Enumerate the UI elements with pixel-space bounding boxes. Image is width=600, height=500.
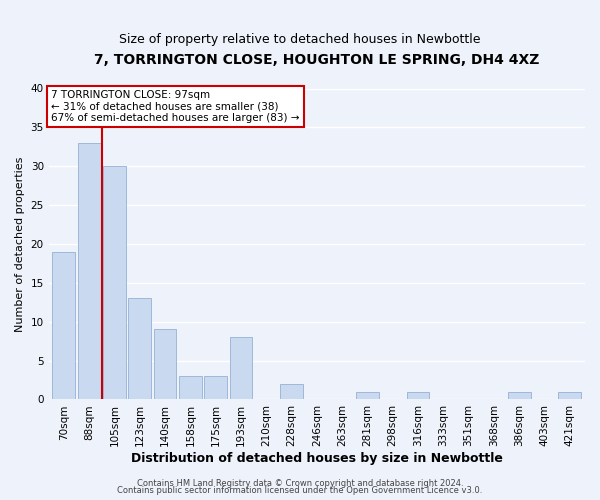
Bar [78,143,101,400]
Title: 7, TORRINGTON CLOSE, HOUGHTON LE SPRING, DH4 4XZ: 7, TORRINGTON CLOSE, HOUGHTON LE SPRING,… [94,52,539,66]
Bar [230,338,253,400]
Bar [356,392,379,400]
Bar [204,376,227,400]
Text: 7 TORRINGTON CLOSE: 97sqm
← 31% of detached houses are smaller (38)
67% of semi-: 7 TORRINGTON CLOSE: 97sqm ← 31% of detac… [52,90,300,124]
X-axis label: Distribution of detached houses by size in Newbottle: Distribution of detached houses by size … [131,452,503,465]
Bar [52,252,75,400]
Text: Contains HM Land Registry data © Crown copyright and database right 2024.: Contains HM Land Registry data © Crown c… [137,478,463,488]
Y-axis label: Number of detached properties: Number of detached properties [15,156,25,332]
Text: Contains public sector information licensed under the Open Government Licence v3: Contains public sector information licen… [118,486,482,495]
Bar [508,392,530,400]
Bar [280,384,303,400]
Bar [128,298,151,400]
Bar [407,392,430,400]
Text: Size of property relative to detached houses in Newbottle: Size of property relative to detached ho… [119,32,481,46]
Bar [179,376,202,400]
Bar [103,166,126,400]
Bar [154,330,176,400]
Bar [559,392,581,400]
